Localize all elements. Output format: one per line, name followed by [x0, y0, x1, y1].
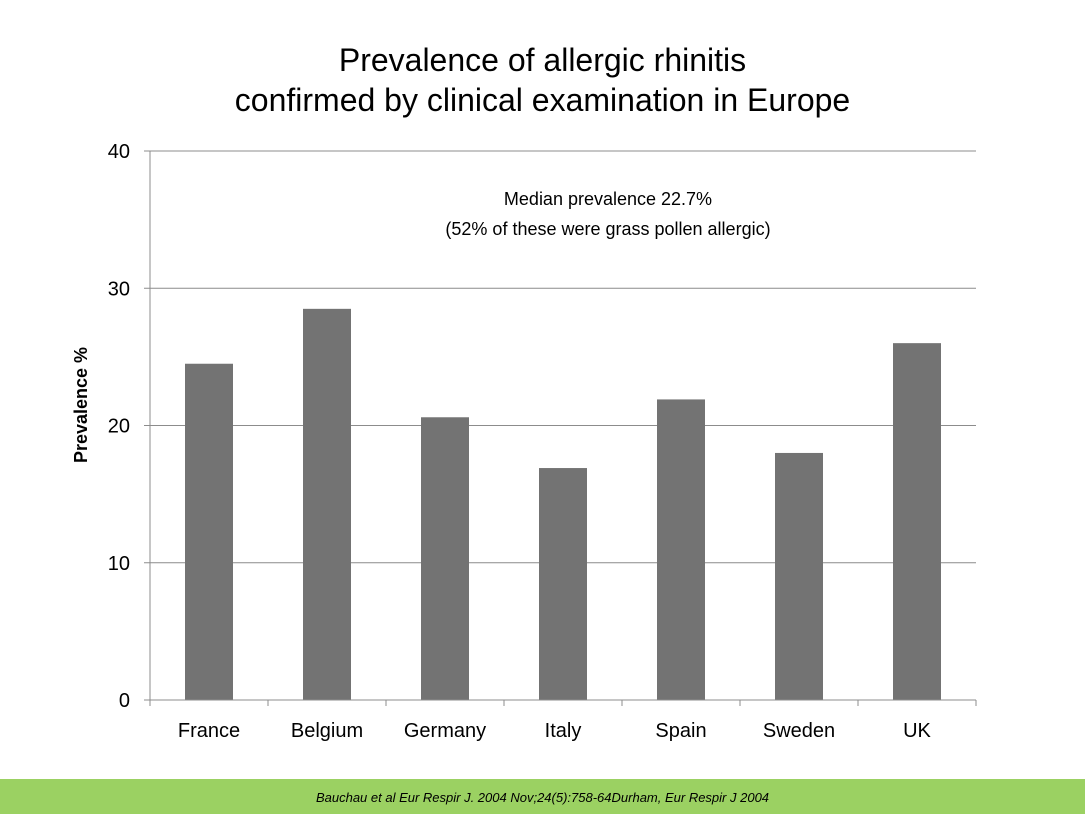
- footer-citation: Bauchau et al Eur Respir J. 2004 Nov;24(…: [315, 790, 770, 805]
- y-axis-label: Prevalence %: [71, 347, 91, 463]
- annotation-median: Median prevalence 22.7%: [504, 189, 712, 209]
- x-tick-label-germany: Germany: [404, 720, 486, 742]
- bar-italy: [539, 468, 587, 700]
- x-tick-label-uk: UK: [903, 720, 931, 742]
- bar-uk: [893, 343, 941, 700]
- bar-belgium: [303, 308, 351, 700]
- y-tick-label-10: 10: [108, 553, 130, 575]
- bar-germany: [421, 417, 469, 700]
- bar-spain: [657, 399, 705, 700]
- annotation-grass-pollen: (52% of these were grass pollen allergic…: [445, 219, 770, 239]
- bar-sweden: [775, 452, 823, 700]
- x-tick-label-sweden: Sweden: [763, 720, 835, 742]
- chart-title-line-2: confirmed by clinical examination in Eur…: [234, 82, 851, 118]
- axes: [144, 150, 977, 706]
- x-tick-label-belgium: Belgium: [291, 720, 363, 742]
- axis-labels: 0 10 20 30 40 France Belgium Germany Italy Spain S…: [108, 141, 932, 742]
- bar-france: [185, 363, 233, 700]
- y-tick-label-30: 30: [108, 278, 130, 300]
- x-tick-label-spain: Spain: [655, 720, 706, 742]
- y-tick-label-20: 20: [108, 416, 130, 438]
- y-tick-label-40: 40: [108, 141, 130, 163]
- x-tick-label-italy: Italy: [545, 720, 582, 742]
- bar-chart: 0 10 20 30 40 France Belgium Germany Italy Spain S…: [71, 141, 977, 742]
- footer-band: [0, 779, 1085, 814]
- bars: [185, 308, 941, 700]
- x-tick-label-france: France: [178, 720, 240, 742]
- chart-title-line-1: Prevalence of allergic rhinitis: [338, 42, 747, 78]
- y-tick-label-0: 0: [119, 690, 130, 712]
